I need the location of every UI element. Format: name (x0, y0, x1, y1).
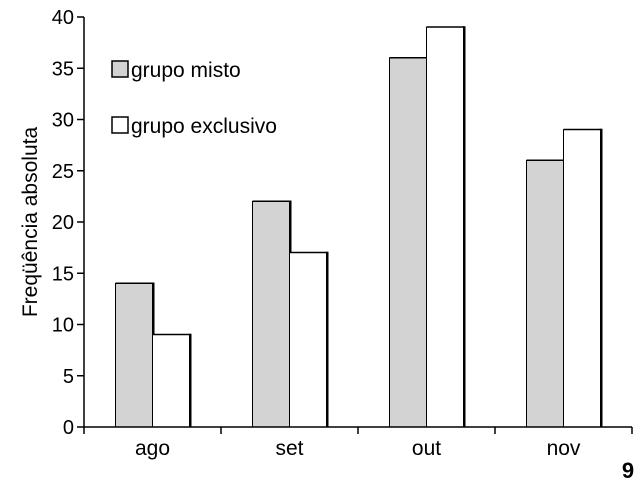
y-tick-label-15: 15 (52, 263, 74, 285)
bar-nov-1 (526, 160, 564, 428)
legend-label-2: grupo exclusivo (131, 115, 277, 138)
axes-group: 0 5 10 15 20 25 30 35 40 ago set out nov (52, 7, 633, 460)
bar-set-1 (252, 201, 290, 428)
y-tick-label-40: 40 (52, 7, 74, 29)
y-tick-label-10: 10 (52, 315, 74, 337)
legend-label-1: grupo misto (131, 59, 241, 82)
corner-label: 9 (622, 458, 634, 481)
y-tick-label-30: 30 (52, 110, 74, 132)
x-tick-label-nov: nov (547, 437, 581, 460)
bar-set-2 (289, 252, 327, 428)
y-axis-title: Freqüência absoluta (19, 127, 42, 318)
bar-out-2 (426, 26, 464, 428)
y-tick-label-20: 20 (52, 212, 74, 234)
legend-swatch-2 (111, 116, 129, 134)
bar-ago-1 (115, 283, 153, 428)
bars-group (115, 26, 603, 428)
y-tick-label-0: 0 (63, 417, 74, 439)
y-tick-label-25: 25 (52, 161, 74, 183)
x-tick-label-ago: ago (135, 437, 170, 460)
legend: grupo misto grupo exclusivo (111, 59, 277, 138)
y-tick-label-35: 35 (52, 58, 74, 80)
bar-ago-2 (152, 334, 190, 428)
bar-out-1 (389, 57, 427, 428)
legend-swatch-1 (111, 60, 129, 78)
bar-nov-2 (563, 129, 601, 428)
y-tick-label-5: 5 (63, 366, 74, 388)
x-tick-label-out: out (412, 437, 441, 460)
x-tick-label-set: set (275, 437, 303, 460)
